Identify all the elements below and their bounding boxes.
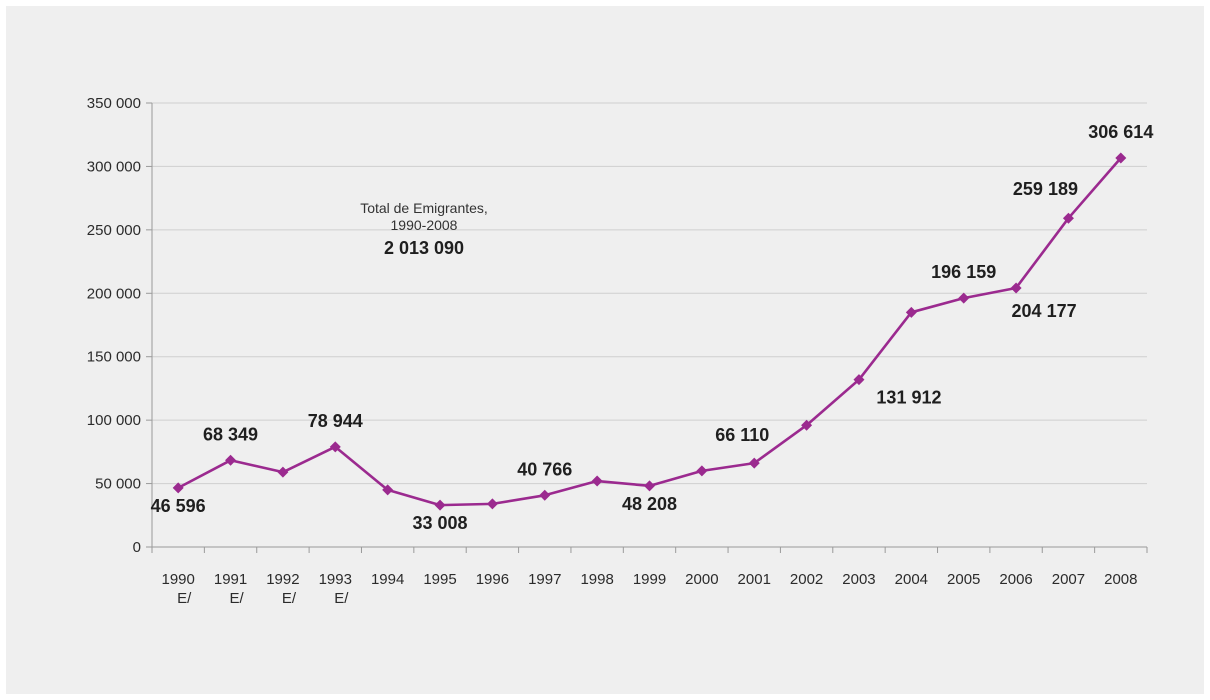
data-point: [644, 480, 655, 492]
y-tick-label: 0: [133, 539, 141, 556]
data-markers: [172, 152, 1127, 511]
data-label: 131 912: [876, 388, 941, 408]
data-label: 68 349: [203, 424, 258, 444]
x-tick-label: 1997: [528, 571, 561, 588]
x-tick-label: 1996: [476, 571, 509, 588]
data-label: 259 189: [1013, 179, 1078, 199]
y-tick-label: 350 000: [87, 95, 141, 112]
x-tick-note: E/: [229, 590, 244, 607]
x-tick-label: 1994: [371, 571, 404, 588]
x-tick-label: 2006: [999, 571, 1032, 588]
series-line: [177, 157, 1122, 507]
x-tick-label: 1993: [319, 571, 352, 588]
data-label: 40 766: [517, 459, 572, 479]
data-point: [748, 457, 760, 469]
y-tick-label: 150 000: [87, 349, 141, 366]
data-label: 196 159: [931, 262, 996, 282]
data-label: 66 110: [715, 425, 769, 445]
x-tick-label: 2005: [947, 571, 980, 588]
x-tick-label: 2002: [790, 571, 823, 588]
data-point: [434, 499, 446, 511]
x-tick-note: E/: [334, 590, 349, 607]
data-point: [1115, 152, 1127, 164]
x-tick-note: E/: [282, 590, 297, 607]
data-point: [382, 484, 394, 496]
annotation-line2: 1990-2008: [391, 217, 458, 233]
annotation-total: 2 013 090: [384, 238, 464, 258]
x-axis-tick-labels: 1990 E/1991 E/1992 E/1993 E/1994 1995 1996 1997…: [161, 571, 1137, 607]
data-point: [696, 465, 708, 477]
axes: [146, 102, 1148, 553]
data-label: 48 208: [622, 494, 677, 514]
data-point: [486, 498, 498, 510]
data-point: [1010, 282, 1022, 294]
gridlines: [152, 102, 1147, 485]
data-label: 33 008: [412, 513, 467, 533]
data-point: [225, 454, 237, 466]
data-label: 306 614: [1088, 122, 1153, 142]
data-label: 204 177: [1012, 301, 1077, 321]
x-tick-note: E/: [177, 590, 192, 607]
y-axis-tick-labels: 0 50 000 100 000 150 000 200 000 250 000 300 0…: [87, 95, 141, 556]
data-point: [539, 489, 551, 501]
x-tick-label: 2004: [895, 571, 928, 588]
x-tick-label: 1990: [161, 571, 194, 588]
data-point: [905, 306, 917, 318]
y-tick-label: 50 000: [95, 476, 141, 493]
y-tick-label: 100 000: [87, 412, 141, 429]
data-point: [1062, 212, 1074, 224]
x-tick-label: 1998: [580, 571, 613, 588]
data-labels: 46 596 68 349 78 944 33 008 40 766 48 208 66 1…: [151, 122, 1154, 533]
x-tick-label: 2008: [1104, 571, 1137, 588]
data-point: [591, 475, 603, 487]
total-annotation: Total de Emigrantes, 1990-2008 2 013 090: [360, 200, 488, 258]
y-tick-label: 250 000: [87, 222, 141, 239]
chart-panel: [6, 6, 1204, 694]
data-label: 78 944: [308, 411, 363, 431]
data-point: [958, 292, 970, 304]
y-tick-label: 300 000: [87, 158, 141, 175]
data-point: [172, 482, 184, 494]
annotation-line1: Total de Emigrantes,: [360, 200, 488, 216]
data-point: [277, 466, 289, 478]
x-tick-label: 1995: [423, 571, 456, 588]
x-tick-label: 2003: [842, 571, 875, 588]
data-point: [329, 441, 341, 453]
x-tick-label: 1991: [214, 571, 247, 588]
data-point: [801, 419, 813, 431]
x-tick-label: 2001: [738, 571, 771, 588]
x-tick-label: 2007: [1052, 571, 1085, 588]
series-line-0: [177, 157, 1122, 507]
x-tick-label: 2000: [685, 571, 718, 588]
y-tick-label: 200 000: [87, 285, 141, 302]
data-label: 46 596: [151, 496, 206, 516]
x-tick-label: 1992: [266, 571, 299, 588]
data-point: [853, 374, 865, 386]
x-tick-label: 1999: [633, 571, 666, 588]
